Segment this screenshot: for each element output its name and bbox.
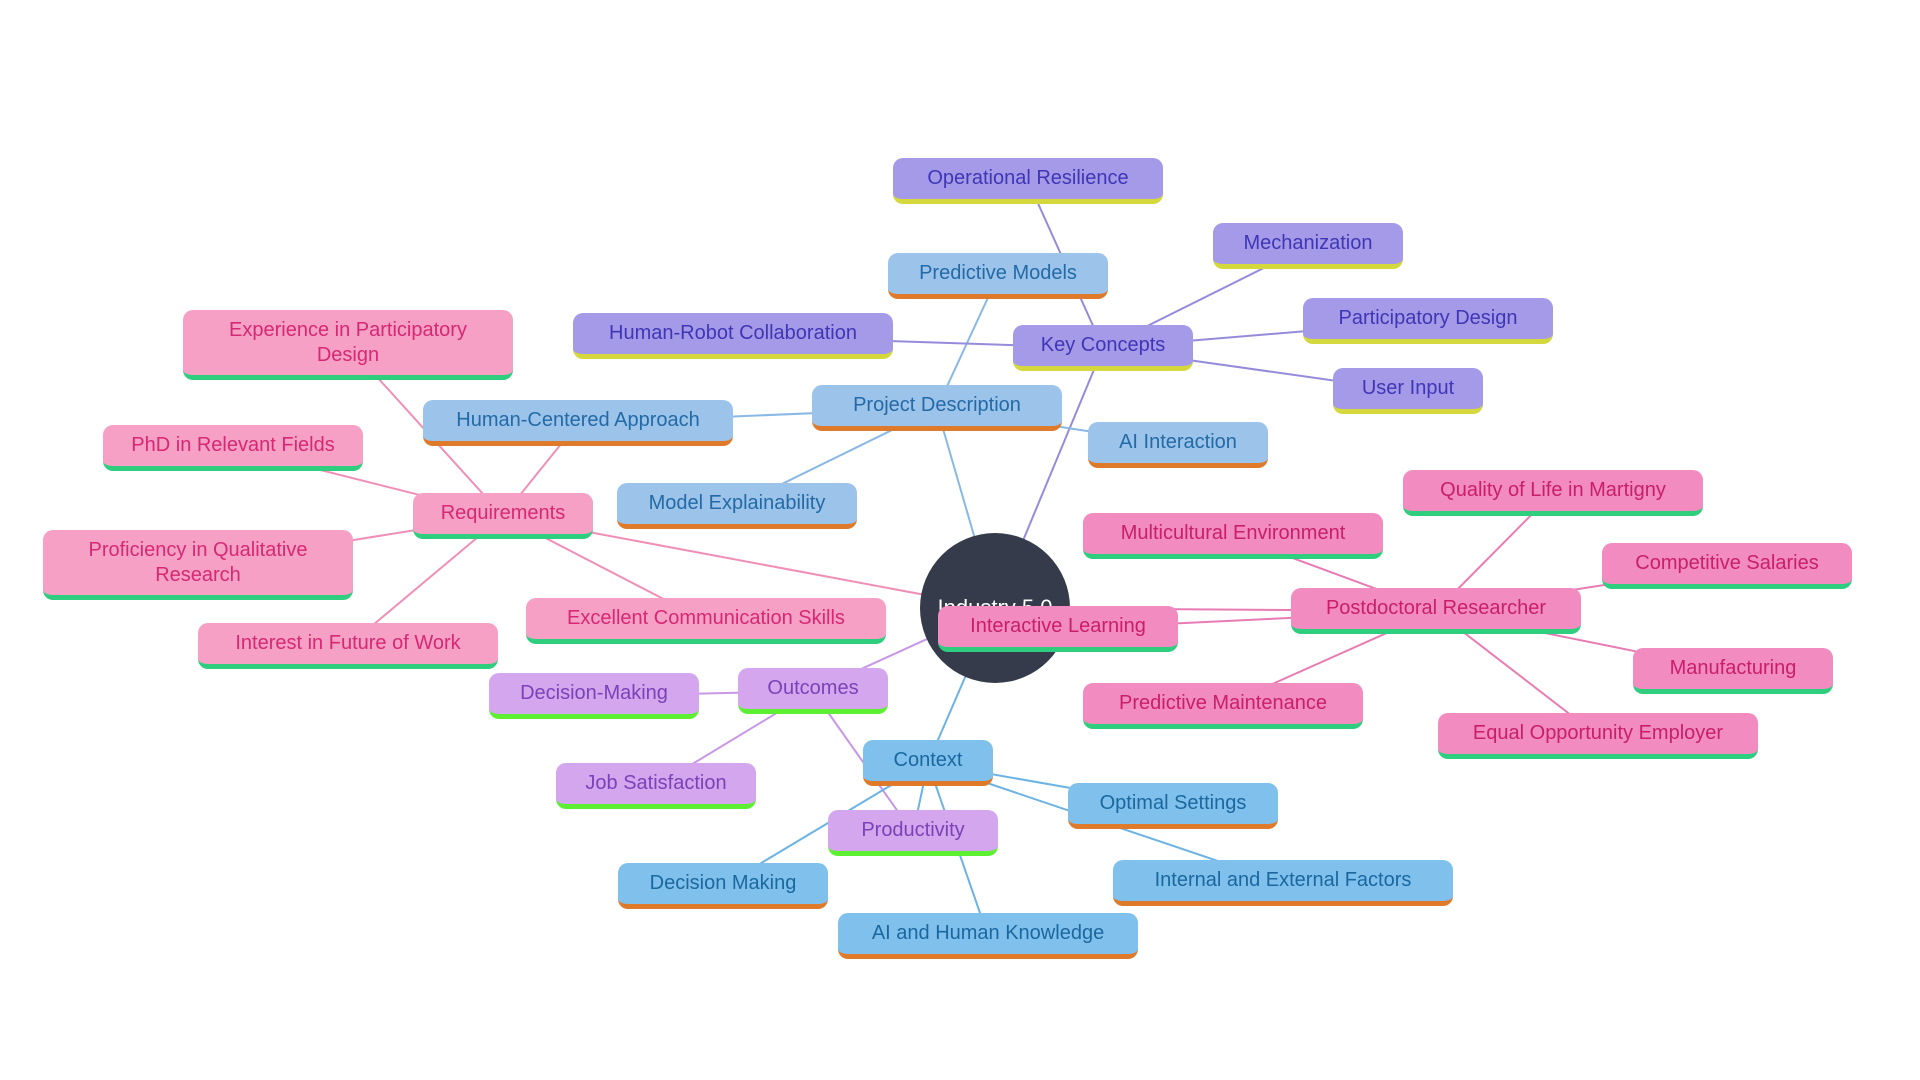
- node-qol[interactable]: Quality of Life in Martigny: [1403, 470, 1703, 516]
- node-label: AI Interaction: [1119, 430, 1237, 455]
- node-hrc[interactable]: Human-Robot Collaboration: [573, 313, 893, 359]
- node-user_input[interactable]: User Input: [1333, 368, 1483, 414]
- node-label: Decision-Making: [520, 681, 668, 706]
- node-phd[interactable]: PhD in Relevant Fields: [103, 425, 363, 471]
- node-prof_qr[interactable]: Proficiency in Qualitative Research: [43, 530, 353, 600]
- node-outcomes[interactable]: Outcomes: [738, 668, 888, 714]
- node-label: Productivity: [861, 818, 964, 843]
- node-label: Requirements: [441, 501, 566, 526]
- node-int_learn[interactable]: Interactive Learning: [938, 606, 1178, 652]
- node-dec_making_s[interactable]: Decision Making: [618, 863, 828, 909]
- node-label: Postdoctoral Researcher: [1326, 596, 1546, 621]
- node-label: AI and Human Knowledge: [872, 921, 1104, 946]
- node-label: Outcomes: [767, 676, 858, 701]
- node-label: Equal Opportunity Employer: [1473, 721, 1723, 746]
- node-label: Competitive Salaries: [1635, 551, 1818, 576]
- node-dec_making_l[interactable]: Decision-Making: [489, 673, 699, 719]
- node-model_exp[interactable]: Model Explainability: [617, 483, 857, 529]
- node-op_res[interactable]: Operational Resilience: [893, 158, 1163, 204]
- node-label: Operational Resilience: [927, 166, 1128, 191]
- node-int_fow[interactable]: Interest in Future of Work: [198, 623, 498, 669]
- node-ief[interactable]: Internal and External Factors: [1113, 860, 1453, 906]
- node-label: Mechanization: [1244, 231, 1373, 256]
- node-eoe[interactable]: Equal Opportunity Employer: [1438, 713, 1758, 759]
- node-proj_desc[interactable]: Project Description: [812, 385, 1062, 431]
- node-label: Human-Centered Approach: [456, 408, 699, 433]
- node-label: Model Explainability: [649, 491, 826, 516]
- node-key_concepts[interactable]: Key Concepts: [1013, 325, 1193, 371]
- node-label: Interactive Learning: [970, 614, 1146, 639]
- node-context[interactable]: Context: [863, 740, 993, 786]
- node-pred_models[interactable]: Predictive Models: [888, 253, 1108, 299]
- node-label: Job Satisfaction: [585, 771, 726, 796]
- node-label: Internal and External Factors: [1155, 868, 1412, 893]
- node-mc_env[interactable]: Multicultural Environment: [1083, 513, 1383, 559]
- node-exp_pd[interactable]: Experience in Participatory Design: [183, 310, 513, 380]
- node-ai_int[interactable]: AI Interaction: [1088, 422, 1268, 468]
- node-label: Participatory Design: [1339, 306, 1518, 331]
- node-label: Proficiency in Qualitative Research: [89, 538, 308, 588]
- node-label: Project Description: [853, 393, 1021, 418]
- node-comp_sal[interactable]: Competitive Salaries: [1602, 543, 1852, 589]
- node-label: Excellent Communication Skills: [567, 606, 845, 631]
- node-requirements[interactable]: Requirements: [413, 493, 593, 539]
- node-productivity[interactable]: Productivity: [828, 810, 998, 856]
- node-label: Human-Robot Collaboration: [609, 321, 857, 346]
- node-ai_hk[interactable]: AI and Human Knowledge: [838, 913, 1138, 959]
- node-label: Quality of Life in Martigny: [1440, 478, 1666, 503]
- node-mech[interactable]: Mechanization: [1213, 223, 1403, 269]
- node-label: Decision Making: [650, 871, 797, 896]
- node-hca[interactable]: Human-Centered Approach: [423, 400, 733, 446]
- node-label: Predictive Models: [919, 261, 1077, 286]
- node-label: Experience in Participatory Design: [229, 318, 467, 368]
- node-part_des[interactable]: Participatory Design: [1303, 298, 1553, 344]
- node-postdoc[interactable]: Postdoctoral Researcher: [1291, 588, 1581, 634]
- node-manuf[interactable]: Manufacturing: [1633, 648, 1833, 694]
- node-label: Predictive Maintenance: [1119, 691, 1327, 716]
- node-label: Key Concepts: [1041, 333, 1166, 358]
- node-label: Context: [894, 748, 963, 773]
- node-ecs[interactable]: Excellent Communication Skills: [526, 598, 886, 644]
- node-label: Multicultural Environment: [1121, 521, 1346, 546]
- mindmap-canvas: Industry 5.0Project DescriptionPredictiv…: [0, 0, 1920, 1080]
- node-label: PhD in Relevant Fields: [131, 433, 334, 458]
- node-label: Interest in Future of Work: [235, 631, 460, 656]
- node-label: Optimal Settings: [1100, 791, 1247, 816]
- node-pred_maint[interactable]: Predictive Maintenance: [1083, 683, 1363, 729]
- node-label: Manufacturing: [1670, 656, 1797, 681]
- node-job_sat[interactable]: Job Satisfaction: [556, 763, 756, 809]
- node-label: User Input: [1362, 376, 1454, 401]
- node-opt_set[interactable]: Optimal Settings: [1068, 783, 1278, 829]
